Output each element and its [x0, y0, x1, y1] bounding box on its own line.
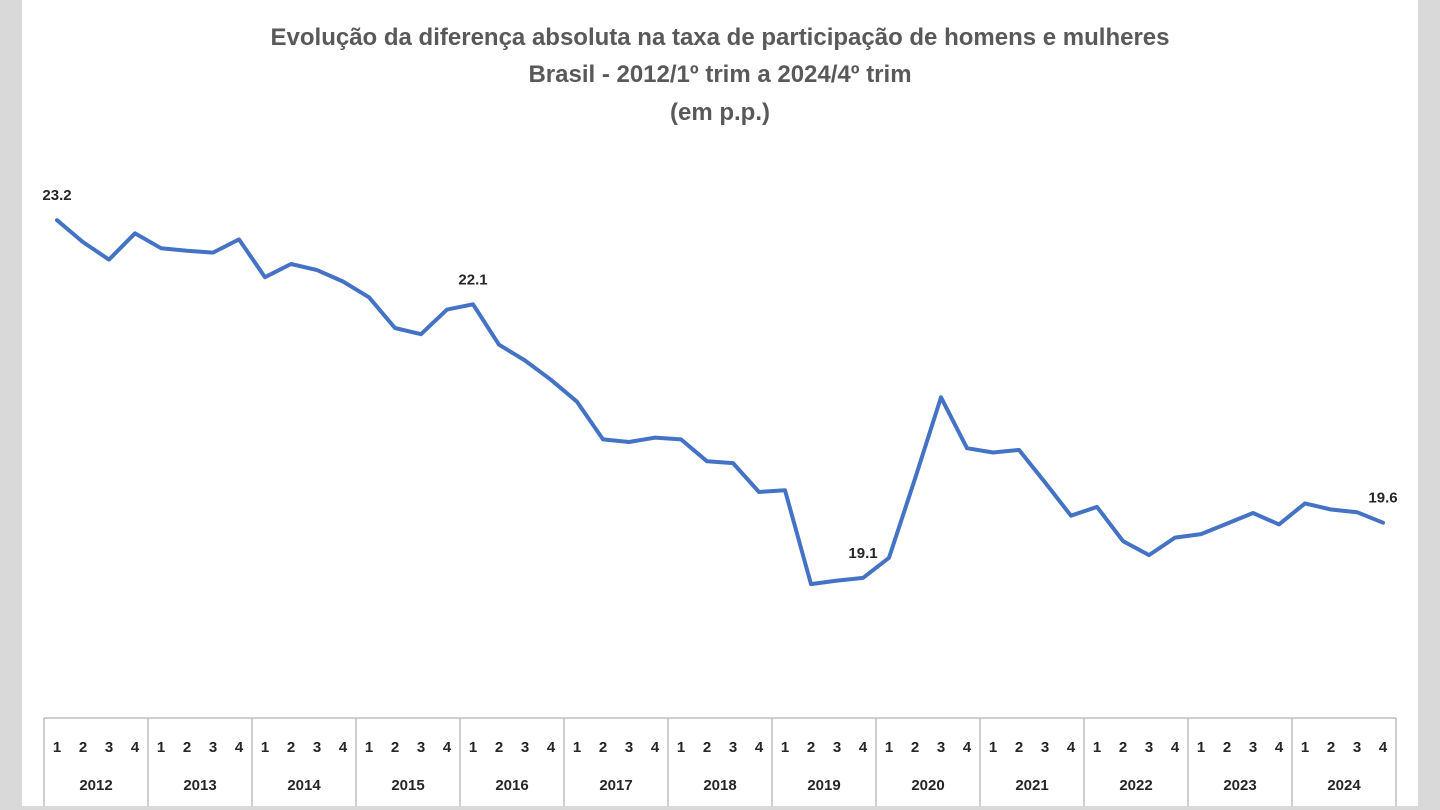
quarter-tick-label: 4	[651, 739, 660, 756]
quarter-tick-label: 3	[313, 739, 321, 756]
quarter-tick-label: 2	[79, 739, 87, 756]
quarter-tick-label: 1	[989, 739, 997, 756]
quarter-tick-label: 1	[1301, 739, 1309, 756]
quarter-tick-label: 4	[1171, 739, 1180, 756]
quarter-tick-label: 3	[105, 739, 113, 756]
series-group	[55, 218, 1385, 587]
quarter-tick-label: 4	[339, 739, 348, 756]
line-chart: Evolução da diferença absoluta na taxa d…	[42, 24, 1398, 806]
data-label: 19.6	[1368, 490, 1397, 507]
quarter-tick-label: 1	[573, 739, 581, 756]
year-label: 2017	[599, 777, 632, 794]
quarter-tick-label: 2	[703, 739, 711, 756]
quarter-tick-label: 3	[417, 739, 425, 756]
chart-panel: Evolução da diferença absoluta na taxa d…	[22, 0, 1418, 806]
quarter-tick-label: 1	[261, 739, 269, 756]
quarter-tick-label: 3	[1249, 739, 1257, 756]
year-label: 2021	[1015, 777, 1048, 794]
quarter-tick-label: 4	[547, 739, 556, 756]
quarter-tick-label: 1	[781, 739, 789, 756]
quarter-tick-label: 2	[1223, 739, 1231, 756]
year-label: 2018	[703, 777, 736, 794]
quarter-tick-label: 4	[1379, 739, 1388, 756]
year-label: 2014	[287, 777, 321, 794]
quarter-tick-label: 3	[1041, 739, 1049, 756]
quarter-tick-label: 3	[521, 739, 529, 756]
quarter-tick-label: 2	[911, 739, 919, 756]
quarter-tick-label: 2	[495, 739, 503, 756]
data-label: 22.1	[458, 271, 487, 288]
quarter-tick-label: 1	[53, 739, 61, 756]
quarter-tick-label: 4	[1067, 739, 1076, 756]
quarter-tick-label: 2	[391, 739, 399, 756]
year-label: 2023	[1223, 777, 1256, 794]
quarter-tick-label: 1	[885, 739, 893, 756]
quarter-tick-label: 4	[443, 739, 452, 756]
quarter-tick-label: 4	[131, 739, 140, 756]
quarter-tick-label: 3	[729, 739, 737, 756]
quarter-tick-label: 3	[625, 739, 633, 756]
year-label: 2022	[1119, 777, 1152, 794]
quarter-tick-label: 3	[1145, 739, 1153, 756]
chart-title: Evolução da diferença absoluta na taxa d…	[271, 24, 1170, 51]
quarter-tick-label: 1	[1197, 739, 1205, 756]
quarter-tick-label: 4	[235, 739, 244, 756]
quarter-tick-label: 2	[599, 739, 607, 756]
quarter-tick-label: 3	[1353, 739, 1361, 756]
quarter-tick-label: 3	[209, 739, 217, 756]
data-label: 19.1	[848, 545, 877, 562]
year-label: 2015	[391, 777, 424, 794]
quarter-tick-label: 2	[1327, 739, 1335, 756]
quarter-tick-label: 1	[469, 739, 477, 756]
data-labels: 23.2 22.1 19.1 19.6	[42, 187, 1397, 562]
quarter-tick-label: 3	[937, 739, 945, 756]
quarter-tick-label: 1	[365, 739, 373, 756]
data-label: 23.2	[42, 187, 71, 204]
chart-subtitle: Brasil - 2012/1º trim a 2024/4º trim	[528, 61, 911, 88]
series-line	[55, 218, 1385, 587]
year-label: 2016	[495, 777, 528, 794]
quarter-tick-label: 4	[1275, 739, 1284, 756]
year-label: 2013	[183, 777, 216, 794]
category-axis: 1 2 3 4 2012 1 2 3 4 2013 1 2 3 4 2014 1 2 3 4 2015 1 2 3 4 2016…	[43, 717, 1397, 806]
quarter-tick-label: 4	[859, 739, 868, 756]
year-label: 2020	[911, 777, 944, 794]
quarter-tick-label: 1	[157, 739, 165, 756]
quarter-tick-label: 2	[287, 739, 295, 756]
quarter-tick-label: 2	[807, 739, 815, 756]
quarter-tick-label: 3	[833, 739, 841, 756]
quarter-tick-label: 2	[1119, 739, 1127, 756]
quarter-tick-label: 2	[1015, 739, 1023, 756]
chart-unit-note: (em p.p.)	[670, 99, 770, 126]
quarter-tick-label: 1	[677, 739, 685, 756]
quarter-tick-label: 2	[183, 739, 191, 756]
year-label: 2019	[807, 777, 840, 794]
quarter-tick-label: 4	[963, 739, 972, 756]
quarter-tick-label: 4	[755, 739, 764, 756]
year-label: 2024	[1327, 777, 1361, 794]
year-label: 2012	[79, 777, 112, 794]
quarter-tick-label: 1	[1093, 739, 1101, 756]
